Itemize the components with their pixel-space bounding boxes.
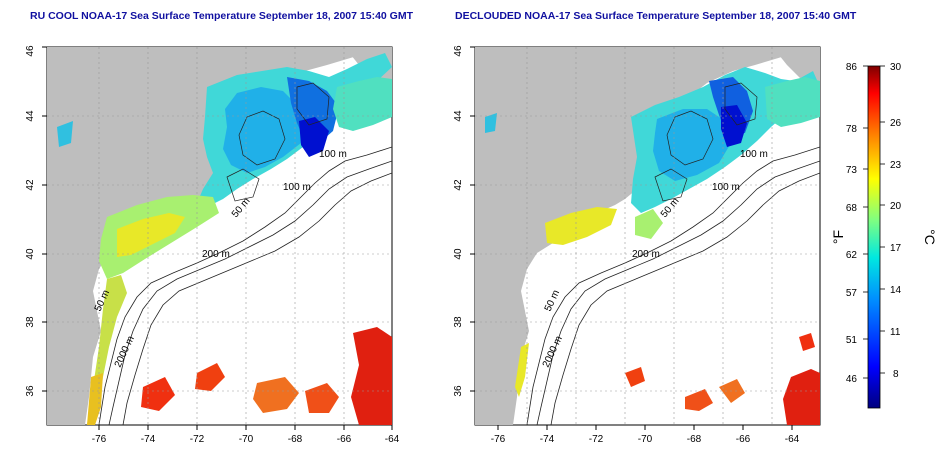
right-contour-label: 200 m — [632, 249, 660, 260]
colorbar-f-tick: 73 — [846, 165, 858, 176]
left-y-tick: 46 — [25, 45, 36, 57]
colorbar-f-tick: 62 — [846, 250, 858, 261]
right-map-title: DECLOUDED NOAA-17 Sea Surface Temperatur… — [455, 10, 857, 22]
left-x-tick: -74 — [141, 434, 156, 445]
left-y-tick: 44 — [25, 110, 36, 122]
left-contour-label: 100 m — [319, 149, 347, 160]
colorbar-c-tick: 11 — [890, 327, 901, 338]
right-map-content — [475, 47, 820, 425]
left-map-title: RU COOL NOAA-17 Sea Surface Temperature … — [30, 10, 414, 22]
right-x-tick: -66 — [736, 434, 751, 445]
right-x-tick: -68 — [687, 434, 702, 445]
right-y-tick: 36 — [453, 385, 464, 397]
left-map-content — [47, 47, 392, 425]
right-x-tick: -72 — [589, 434, 604, 445]
colorbar-c-tick: 23 — [890, 160, 902, 171]
right-y-tick: 46 — [453, 45, 464, 57]
right-x-tick: -74 — [540, 434, 555, 445]
right-map: 100 m 100 m 50 m 200 m 50 m 2000 m -76 -… — [453, 45, 821, 445]
colorbar-c-tick: 26 — [890, 118, 902, 129]
colorbar-gradient — [867, 65, 881, 409]
right-y-tick: 42 — [453, 179, 464, 191]
left-x-tick: -66 — [337, 434, 352, 445]
right-x-tick: -70 — [638, 434, 653, 445]
colorbar-c-tick: 17 — [890, 243, 902, 254]
left-x-tick: -64 — [385, 434, 400, 445]
right-contour-label: 100 m — [740, 149, 768, 160]
left-y-tick: 42 — [25, 179, 36, 191]
right-x-tick: -76 — [491, 434, 506, 445]
colorbar-f-tick: 57 — [846, 288, 858, 299]
colorbar: 86 78 73 68 62 57 51 46 30 26 23 20 17 1… — [830, 62, 938, 409]
right-y-tick: 44 — [453, 110, 464, 122]
left-x-tick: -72 — [190, 434, 205, 445]
colorbar-c-tick: 30 — [890, 62, 902, 73]
left-y-tick: 36 — [25, 385, 36, 397]
left-map: 100 m 100 m 50 m 200 m 50 m 2000 m -76 -… — [25, 45, 400, 445]
left-contour-label: 100 m — [283, 182, 311, 193]
right-contour-label: 100 m — [712, 182, 740, 193]
left-contour-label: 200 m — [202, 249, 230, 260]
right-y-tick: 40 — [453, 248, 464, 260]
colorbar-f-tick: 68 — [846, 203, 858, 214]
left-x-tick: -76 — [92, 434, 107, 445]
colorbar-f-tick: 86 — [846, 62, 858, 73]
right-x-tick: -64 — [785, 434, 800, 445]
colorbar-f-tick: 51 — [846, 335, 858, 346]
colorbar-fahrenheit-label: °F — [830, 230, 846, 244]
colorbar-f-tick: 78 — [846, 124, 858, 135]
left-x-tick: -70 — [239, 434, 254, 445]
left-x-tick: -68 — [288, 434, 303, 445]
right-y-tick: 38 — [453, 316, 464, 328]
colorbar-celsius-label: °C — [922, 229, 938, 245]
colorbar-f-tick: 46 — [846, 374, 858, 385]
colorbar-c-tick: 20 — [890, 201, 902, 212]
colorbar-c-tick: 14 — [890, 285, 902, 296]
colorbar-c-tick: 8 — [893, 369, 899, 380]
left-y-tick: 38 — [25, 316, 36, 328]
left-y-tick: 40 — [25, 248, 36, 260]
